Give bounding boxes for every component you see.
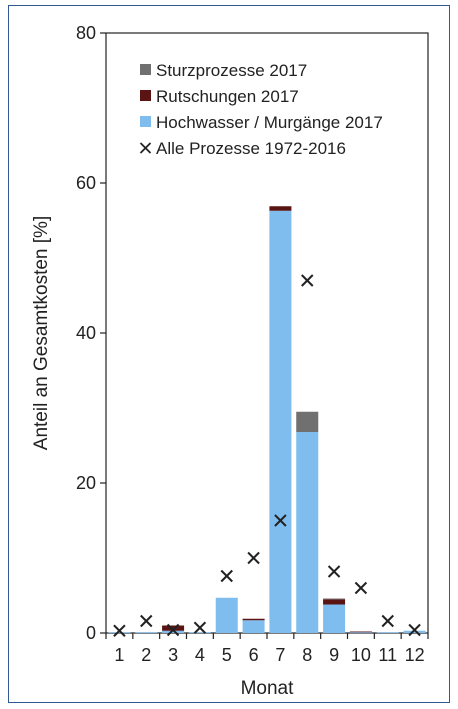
legend-swatch <box>140 64 151 75</box>
x-tick-label: 5 <box>222 645 232 665</box>
chart-frame <box>8 5 450 703</box>
x-marker <box>381 614 394 628</box>
x-tick-label: 8 <box>302 645 312 665</box>
bar-segment <box>296 432 319 633</box>
bar-segment <box>323 604 346 633</box>
legend-label: Alle Prozesse 1972-2016 <box>156 139 346 158</box>
x-tick-label: 1 <box>114 645 124 665</box>
bars-layer <box>108 206 426 634</box>
x-marker <box>166 623 180 637</box>
bar-segment <box>162 630 185 633</box>
legend-label: Rutschungen 2017 <box>156 87 299 106</box>
bar-segment <box>242 618 265 621</box>
x-tick-label: 6 <box>249 645 259 665</box>
markers-layer <box>113 274 421 637</box>
y-tick-label: 40 <box>76 323 96 343</box>
bar-segment <box>323 598 346 600</box>
y-tick-label: 20 <box>76 473 96 493</box>
x-marker <box>327 565 341 578</box>
x-tick-label: 3 <box>168 645 178 665</box>
x-marker <box>301 274 314 287</box>
bar-segment <box>108 632 131 634</box>
bar-segment <box>242 620 265 633</box>
x-tick-label: 2 <box>141 645 151 665</box>
bar-segment <box>323 599 346 605</box>
x-tick-label: 9 <box>329 645 339 665</box>
bar-segment <box>162 625 185 631</box>
x-tick-label: 7 <box>275 645 285 665</box>
bar-segment <box>215 597 238 633</box>
x-tick-label: 12 <box>405 645 425 665</box>
legend-label: Hochwasser / Murgänge 2017 <box>156 113 383 132</box>
x-marker <box>408 623 421 637</box>
x-marker <box>274 514 287 527</box>
bar-segment <box>135 632 158 634</box>
x-marker <box>140 614 153 628</box>
bar-segment <box>376 632 399 634</box>
bar-segment <box>188 632 211 634</box>
x-marker <box>220 569 233 583</box>
bar-segment <box>296 411 319 432</box>
x-marker <box>247 551 260 565</box>
bar-segment <box>349 632 372 634</box>
x-marker <box>193 621 207 634</box>
y-tick-label: 0 <box>86 623 96 643</box>
y-tick-label: 80 <box>76 23 96 43</box>
x-marker <box>113 624 126 637</box>
legend-marker <box>139 142 152 154</box>
bar-segment <box>349 631 372 633</box>
legend-swatch <box>140 90 151 101</box>
y-tick-label: 60 <box>76 173 96 193</box>
y-axis-title: Anteil an Gesamtkosten [%] <box>31 216 52 450</box>
x-tick-label: 4 <box>195 645 205 665</box>
bar-segment <box>269 210 292 633</box>
bar-segment <box>269 206 292 211</box>
x-tick-label: 10 <box>351 645 371 665</box>
legend: Sturzprozesse 2017 Rutschungen 2017 Hochwa… <box>139 61 383 158</box>
legend-label: Sturzprozesse 2017 <box>156 61 307 80</box>
bar-segment <box>403 630 426 633</box>
axes-layer <box>100 32 429 639</box>
x-axis-title: Monat <box>241 678 295 699</box>
x-tick-label: 11 <box>378 645 397 665</box>
x-marker <box>354 581 368 595</box>
legend-swatch <box>140 116 151 127</box>
